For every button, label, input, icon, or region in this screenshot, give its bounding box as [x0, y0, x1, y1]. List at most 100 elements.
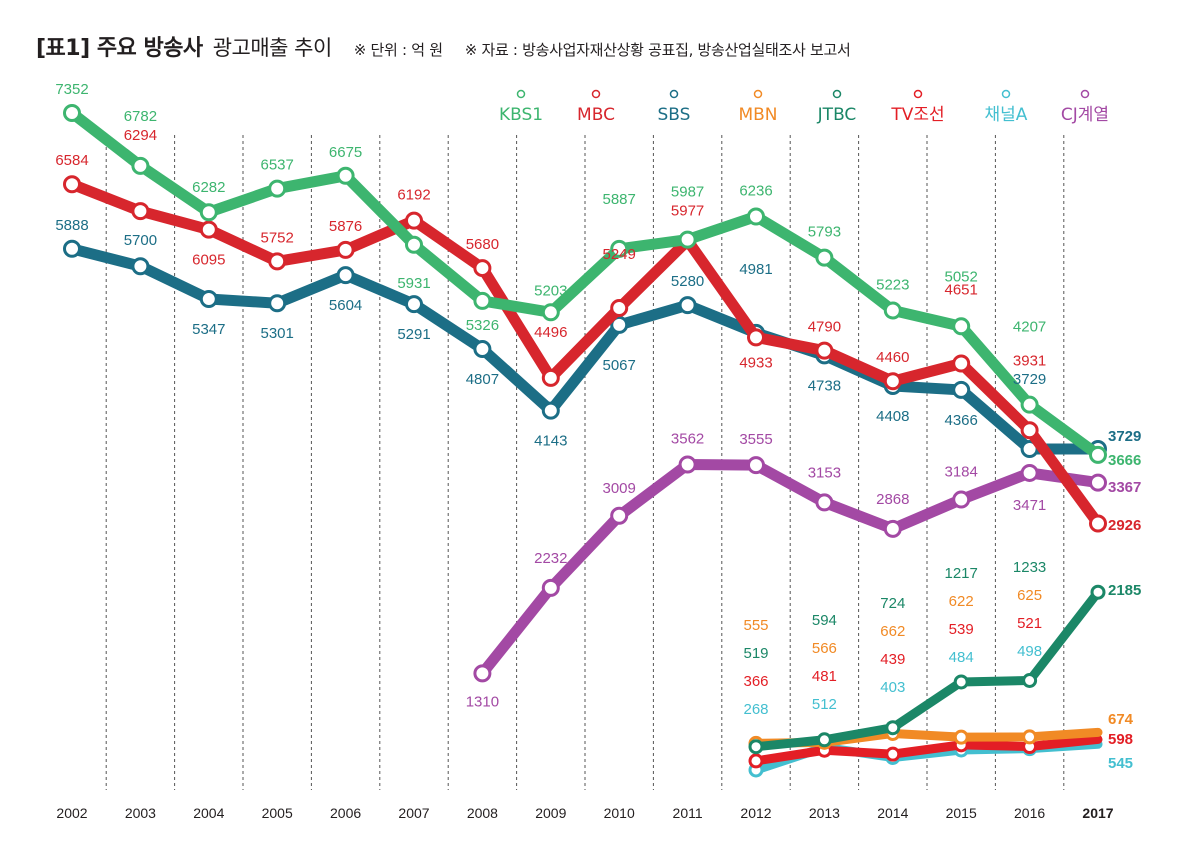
- data-label-kbs1: 5887: [603, 191, 636, 208]
- data-point-kbs1: [473, 291, 492, 310]
- data-label-jtbc: 594: [812, 612, 837, 629]
- data-point-tv-chosun: [885, 746, 901, 762]
- data-label-sbs: 5301: [261, 325, 294, 342]
- data-point-mbc: [63, 175, 81, 194]
- data-label-mbc: 5680: [466, 236, 499, 253]
- series-line-sbs: [66, 243, 1104, 455]
- data-label-sbs: 5700: [124, 232, 157, 249]
- data-point-mbn: [953, 729, 969, 745]
- x-tick-label: 2017: [1082, 805, 1113, 821]
- end-label-mbn: 674: [1108, 711, 1134, 728]
- data-label-kbs1: 5203: [534, 282, 567, 299]
- data-label-kbs1: 5326: [466, 317, 499, 334]
- data-label-sbs: 4981: [739, 261, 772, 278]
- data-point-cj: [952, 490, 971, 509]
- data-point-cj: [747, 456, 765, 475]
- data-label-sbs: 3729: [1013, 371, 1046, 388]
- end-label-sbs: 3729: [1108, 428, 1141, 445]
- data-label-tv-chosun: 521: [1017, 615, 1042, 632]
- data-point-mbc: [336, 240, 355, 259]
- data-point-jtbc: [1090, 584, 1106, 600]
- x-tick-label: 2012: [740, 805, 771, 821]
- data-label-cj: 2868: [876, 491, 909, 508]
- data-label-kbs1: 6282: [192, 179, 225, 196]
- data-label-cj: 3184: [945, 464, 978, 481]
- end-label-tv-chosun: 598: [1108, 731, 1133, 748]
- legend-marker-jtbc: [832, 89, 842, 99]
- series-line-kbs1: [66, 107, 1104, 461]
- data-label-cj: 3153: [808, 464, 841, 481]
- data-point-kbs1: [883, 301, 902, 320]
- data-point-kbs1: [405, 235, 423, 254]
- data-point-kbs1: [1089, 445, 1107, 464]
- series-line-jtbc: [751, 587, 1103, 752]
- data-label-mbc: 4933: [739, 354, 772, 371]
- legend-label-mbn: MBN: [738, 105, 777, 125]
- x-tick-label: 2006: [330, 805, 361, 821]
- series-line-cj: [476, 459, 1104, 679]
- data-label-sbs: 4143: [534, 433, 567, 450]
- data-point-cj: [473, 664, 492, 683]
- series-line-tv-chosun: [751, 734, 1103, 766]
- data-point-mbc: [405, 211, 423, 230]
- data-point-sbs: [268, 294, 287, 313]
- data-point-sbs: [610, 315, 629, 334]
- data-point-kbs1: [131, 156, 150, 175]
- data-label-sbs: 5347: [192, 321, 225, 338]
- data-label-tv-chosun: 439: [880, 651, 905, 668]
- data-point-kbs1: [952, 317, 971, 336]
- data-label-tv-chosun: 539: [949, 621, 974, 638]
- data-label-cj: 2232: [534, 550, 567, 567]
- data-point-kbs1: [268, 179, 287, 198]
- data-label-mbc: 6584: [55, 152, 88, 169]
- data-point-cj: [541, 578, 560, 597]
- data-point-kbs1: [541, 303, 560, 322]
- data-label-mbn: 662: [880, 623, 905, 640]
- data-label-mbn: 622: [949, 593, 974, 610]
- data-label-jtbc: 519: [743, 645, 768, 662]
- data-point-mbc: [541, 368, 560, 387]
- data-label-kbs1: 6782: [124, 108, 157, 125]
- data-point-cj: [883, 519, 902, 538]
- data-point-jtbc: [953, 674, 969, 690]
- legend-label-kbs1: KBS1: [499, 105, 543, 125]
- data-point-mbc: [199, 220, 218, 239]
- data-label-sbs: 5291: [397, 326, 430, 343]
- data-point-mbc: [747, 328, 765, 347]
- data-point-mbc: [131, 202, 150, 221]
- x-tick-label: 2008: [467, 805, 498, 821]
- data-label-mbn: 625: [1017, 587, 1042, 604]
- data-point-kbs1: [63, 104, 81, 122]
- data-label-jtbc: 1217: [945, 565, 978, 582]
- data-label-kbs1: 5931: [397, 275, 430, 292]
- data-label-mbc: 6192: [397, 187, 430, 204]
- legend-marker-mbn: [753, 89, 763, 99]
- x-tick-label: 2004: [193, 805, 224, 821]
- data-label-kbs1: 6537: [261, 157, 294, 174]
- data-label-sbs: 5604: [329, 297, 362, 314]
- data-label-kbs1: 6675: [329, 144, 362, 161]
- data-label-mbc: 5977: [671, 203, 704, 220]
- data-point-kbs1: [747, 207, 765, 226]
- data-point-mbc: [268, 252, 287, 271]
- data-point-sbs: [541, 401, 560, 420]
- x-tick-label: 2007: [398, 805, 429, 821]
- data-label-mbn: 555: [743, 617, 768, 634]
- x-tick-label: 2013: [809, 805, 840, 821]
- data-label-cj: 3009: [603, 480, 636, 497]
- x-tick-label: 2011: [673, 805, 703, 821]
- legend-label-cj: CJ계열: [1061, 105, 1109, 125]
- data-point-mbc: [610, 299, 629, 318]
- data-label-sbs: 4366: [945, 412, 978, 429]
- data-label-channel-a: 268: [743, 701, 768, 718]
- end-label-cj: 3367: [1108, 479, 1141, 496]
- data-point-sbs: [678, 296, 697, 315]
- grid-lines: [105, 135, 1065, 790]
- end-label-jtbc: 2185: [1108, 582, 1141, 599]
- data-label-kbs1: 7352: [55, 81, 88, 98]
- data-label-mbc: 4460: [876, 349, 909, 366]
- data-point-jtbc: [1022, 673, 1038, 689]
- legend-marker-mbc: [591, 89, 601, 99]
- data-label-sbs: 5280: [671, 273, 704, 290]
- data-point-cj: [1089, 473, 1107, 492]
